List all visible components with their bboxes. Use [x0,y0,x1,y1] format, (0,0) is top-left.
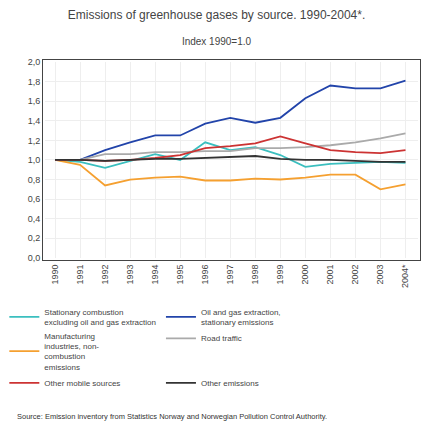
svg-text:Road traffic: Road traffic [201,334,242,343]
svg-text:2002: 2002 [350,264,360,284]
svg-text:1998: 1998 [250,264,260,284]
svg-text:1991: 1991 [75,264,85,284]
svg-text:Source: Emission inventory fro: Source: Emission inventory from Statisti… [17,412,327,421]
svg-text:Other mobile sources: Other mobile sources [44,379,120,388]
svg-text:1,8: 1,8 [28,77,41,87]
svg-text:Oil and gas extraction,station: Oil and gas extraction,stationary emissi… [201,308,281,327]
svg-text:1,2: 1,2 [28,136,41,146]
svg-text:2004*: 2004* [400,264,410,288]
svg-text:1993: 1993 [125,264,135,284]
svg-text:1999: 1999 [275,264,285,284]
svg-text:Emissions of greenhouse gases: Emissions of greenhouse gases by source.… [68,8,366,22]
svg-text:1997: 1997 [225,264,235,284]
svg-text:0,2: 0,2 [28,233,41,243]
svg-text:1996: 1996 [200,264,210,284]
svg-text:Index 1990=1.0: Index 1990=1.0 [182,36,252,47]
svg-text:1,0: 1,0 [28,155,41,165]
svg-text:1994: 1994 [150,264,160,284]
svg-text:0,8: 0,8 [28,175,41,185]
svg-text:1990: 1990 [50,264,60,284]
svg-text:1995: 1995 [175,264,185,284]
svg-text:1992: 1992 [100,264,110,284]
svg-text:2003: 2003 [375,264,385,284]
svg-text:1,4: 1,4 [28,116,41,126]
svg-text:2001: 2001 [325,264,335,284]
svg-text:Manufacturingindustries, non-c: Manufacturingindustries, non-combustione… [44,332,99,372]
svg-text:2,0: 2,0 [28,57,41,67]
svg-text:Stationary combustionexcluding: Stationary combustionexcluding oil and g… [44,308,156,327]
svg-text:0,0: 0,0 [28,253,41,263]
svg-text:0,4: 0,4 [28,214,41,224]
svg-text:0,6: 0,6 [28,194,41,204]
svg-text:Other emissions: Other emissions [201,379,259,388]
svg-text:2000: 2000 [300,264,310,284]
svg-text:1,6: 1,6 [28,96,41,106]
